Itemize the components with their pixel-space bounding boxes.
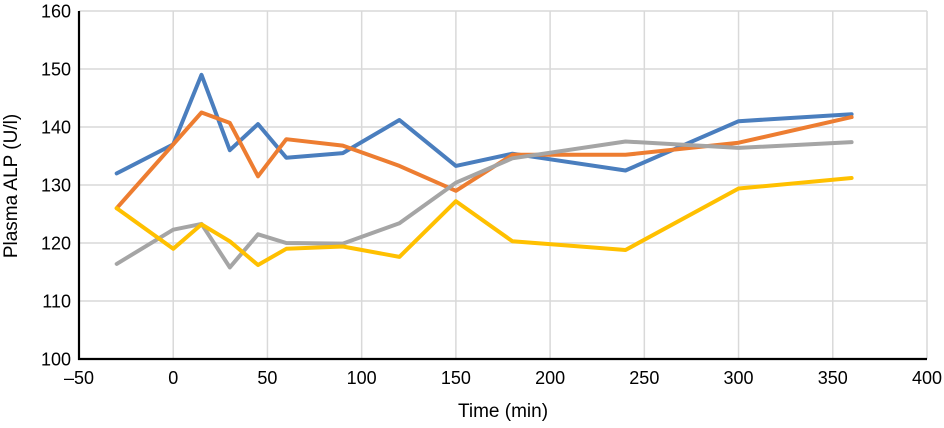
x-tick-label: –50 (64, 368, 94, 388)
y-tick-label: 160 (41, 2, 71, 22)
y-tick-label: 140 (41, 118, 71, 138)
x-axis-title: Time (min) (458, 401, 548, 422)
series-line-orange (114, 110, 854, 211)
tick-labels: 100 110 120 130 140 150 160 –50 0 50 100 150 200 250 3… (41, 2, 942, 389)
x-tick-label: 300 (724, 368, 754, 388)
series-line-yellow (114, 176, 854, 267)
x-tick-label: 200 (535, 368, 565, 388)
gridlines (79, 10, 928, 359)
x-tick-label: 350 (818, 368, 848, 388)
y-tick-label: 110 (42, 292, 71, 312)
y-tick-label: 120 (41, 234, 71, 254)
data-series-lines (114, 72, 854, 270)
y-axis-title: Plasma ALP (U/l) (1, 114, 22, 258)
x-tick-label: 0 (168, 368, 178, 388)
y-tick-label: 150 (41, 60, 71, 80)
axes (77, 11, 927, 361)
y-tick-label: 100 (41, 350, 71, 370)
x-tick-label: 50 (257, 368, 277, 388)
x-tick-label: 400 (912, 368, 942, 388)
x-tick-label: 100 (347, 368, 377, 388)
x-tick-label: 250 (629, 368, 659, 388)
series-line-blue (114, 72, 854, 176)
x-tick-label: 150 (441, 368, 471, 388)
y-tick-label: 130 (41, 176, 71, 196)
